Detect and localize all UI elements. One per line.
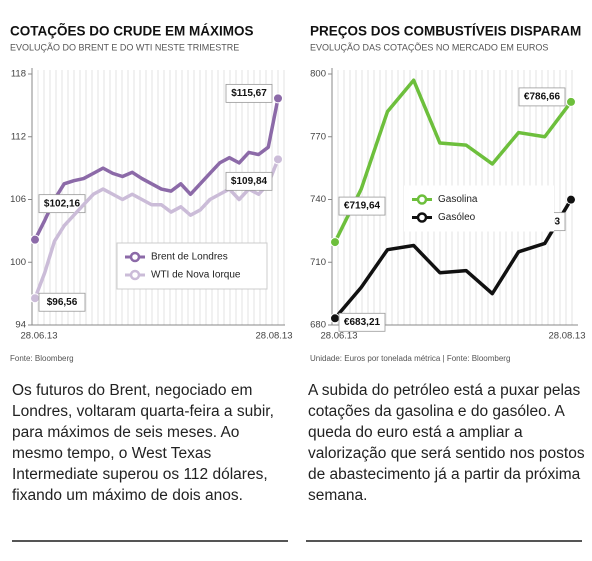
value-label-box bbox=[225, 171, 273, 191]
y-tick-label: 100 bbox=[10, 257, 26, 268]
value-label-box bbox=[338, 196, 386, 216]
line bbox=[33, 158, 280, 299]
point bbox=[330, 237, 340, 248]
paragraph: Os futuros do Brent, negociado em Londre… bbox=[12, 382, 274, 504]
legend-marker bbox=[129, 269, 141, 281]
y-tick-label: 94 bbox=[15, 320, 26, 331]
value-label: $109,84 bbox=[231, 176, 268, 187]
y-tick-label: 106 bbox=[10, 194, 26, 205]
value-label: $115,67 bbox=[231, 88, 267, 99]
rule bbox=[306, 540, 582, 542]
legend-label: WTI de Nova Iorque bbox=[151, 270, 241, 281]
value-label: €786,66 bbox=[524, 92, 561, 103]
value-label: $102,16 bbox=[44, 198, 81, 209]
x-tick-label: 28.08.13 bbox=[549, 331, 586, 342]
y-tick-label: 118 bbox=[11, 69, 26, 80]
x-tick-label: 28.08.13 bbox=[256, 331, 293, 342]
line bbox=[333, 78, 573, 243]
point bbox=[566, 96, 576, 107]
rule bbox=[12, 540, 288, 542]
source: Fonte: Bloomberg bbox=[10, 354, 74, 363]
point bbox=[273, 154, 283, 165]
value-label-box bbox=[38, 292, 86, 312]
y-tick-label: 680 bbox=[310, 320, 326, 331]
y-tick-label: 112 bbox=[11, 131, 26, 142]
paragraph: A subida do petróleo está a puxar pelas … bbox=[308, 382, 585, 504]
chart-subtitle: EVOLUÇÃO DO BRENT E DO WTI NESTE TRIMEST… bbox=[10, 42, 239, 52]
y-tick-label: 710 bbox=[310, 257, 326, 268]
legend-marker bbox=[416, 212, 428, 223]
value-label: €719,64 bbox=[344, 201, 381, 212]
legend-box bbox=[116, 242, 268, 290]
legend-marker bbox=[129, 251, 141, 263]
point bbox=[30, 234, 40, 245]
chart-subtitle: EVOLUÇÃO DAS COTAÇÕES NO MERCADO EM EURO… bbox=[310, 42, 548, 52]
legend-box bbox=[404, 185, 554, 232]
point bbox=[566, 194, 576, 205]
legend-label: Gasolina bbox=[438, 194, 478, 205]
point bbox=[273, 93, 283, 104]
value-label-box bbox=[225, 83, 273, 103]
point bbox=[330, 313, 340, 324]
x-tick-label: 28.06.13 bbox=[321, 331, 358, 342]
chart-title: PREÇOS DOS COMBUSTÍVEIS DISPARAM bbox=[310, 24, 581, 39]
legend-label: Brent de Londres bbox=[151, 252, 228, 263]
source: Unidade: Euros por tonelada métrica | Fo… bbox=[310, 354, 510, 363]
point bbox=[30, 293, 40, 304]
y-tick-label: 740 bbox=[310, 194, 326, 205]
chart: COTAÇÕES DO CRUDE EM MÁXIMOS EVOLUÇÃO DO … bbox=[10, 24, 293, 364]
legend-marker bbox=[416, 194, 428, 205]
value-label-box bbox=[338, 312, 386, 332]
line bbox=[333, 198, 573, 320]
value-label-box bbox=[518, 87, 566, 107]
x-tick-label: 28.06.13 bbox=[21, 331, 58, 342]
y-tick-label: 800 bbox=[310, 69, 326, 80]
legend-label: Gasóleo bbox=[438, 212, 476, 223]
value-label: €683,21 bbox=[344, 317, 381, 328]
y-tick-label: 770 bbox=[310, 131, 326, 142]
line bbox=[33, 98, 280, 241]
value-label: $96,56 bbox=[47, 297, 78, 308]
chart-title: COTAÇÕES DO CRUDE EM MÁXIMOS bbox=[10, 24, 254, 39]
chart: PREÇOS DOS COMBUSTÍVEIS DISPARAM EVOLUÇÃO… bbox=[310, 24, 586, 364]
